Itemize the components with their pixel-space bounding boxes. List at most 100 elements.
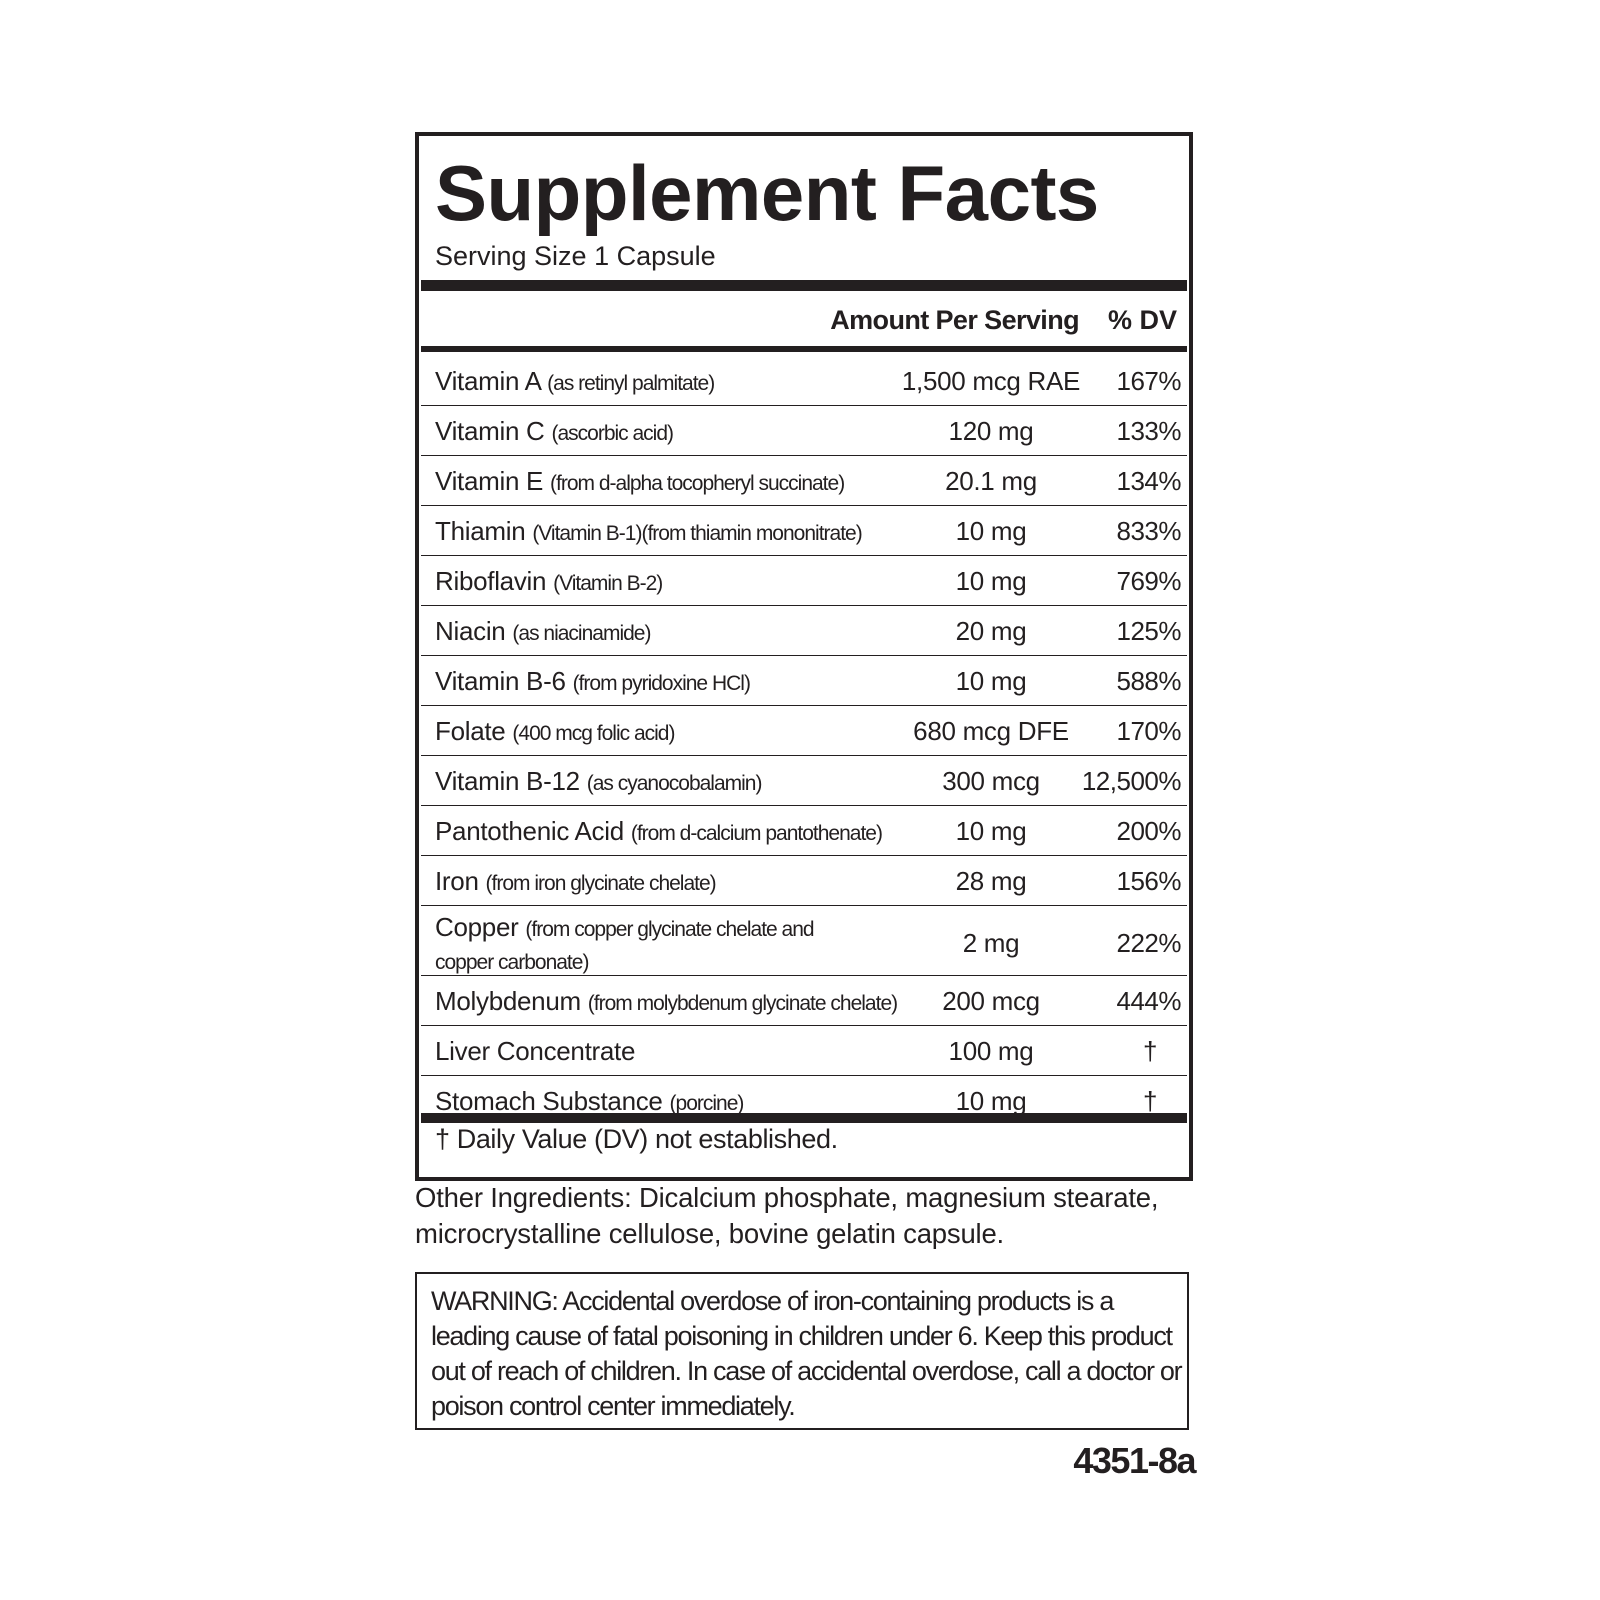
nutrient-label: Vitamin C — [435, 416, 545, 446]
nutrient-name: Vitamin A (as retinyl palmitate) — [435, 366, 715, 397]
nutrient-dv: † — [1143, 1036, 1157, 1066]
nutrient-source: (from pyridoxine HCl) — [572, 672, 751, 695]
nutrient-label: Iron — [435, 866, 479, 896]
nutrient-label: Vitamin A — [435, 366, 541, 396]
nutrient-source: (ascorbic acid) — [551, 422, 674, 445]
nutrient-name: Copper (from copper glycinate chelate an… — [435, 912, 865, 978]
nutrient-label: Vitamin B-6 — [435, 666, 566, 696]
nutrient-label: Vitamin E — [435, 466, 544, 496]
nutrient-source: (400 mcg folic acid) — [512, 722, 675, 745]
nutrient-dv: 200% — [1116, 816, 1182, 846]
nutrient-dv: 167% — [1116, 366, 1182, 396]
nutrient-row: Niacin (as niacinamide) 20 mg 125% — [421, 606, 1187, 656]
nutrient-source: (from copper glycinate chelate and coppe… — [435, 918, 815, 974]
nutrient-amount: 10 mg — [955, 566, 1027, 596]
nutrient-label: Vitamin B-12 — [435, 766, 580, 796]
nutrient-row: Thiamin (Vitamin B-1)(from thiamin monon… — [421, 506, 1187, 556]
nutrient-amount: 20 mg — [955, 616, 1027, 646]
nutrient-dv: 170% — [1116, 716, 1182, 746]
footnote: † Daily Value (DV) not established. — [435, 1124, 838, 1154]
warning-text: WARNING: Accidental overdose of iron-con… — [431, 1286, 1183, 1421]
nutrient-row: Iron (from iron glycinate chelate) 28 mg 1… — [421, 856, 1187, 906]
nutrient-name: Iron (from iron glycinate chelate) — [435, 866, 717, 897]
nutrient-dv: † — [1143, 1086, 1157, 1116]
other-ingredients: Other Ingredients: Dicalcium phosphate, … — [415, 1182, 1159, 1249]
nutrient-amount: 2 mg — [962, 928, 1020, 958]
nutrient-amount: 20.1 mg — [945, 466, 1037, 496]
nutrient-row: Stomach Substance (porcine) 10 mg † — [421, 1076, 1187, 1126]
nutrient-amount: 680 mcg DFE — [913, 716, 1069, 746]
thick-divider — [421, 280, 1187, 291]
nutrient-name: Vitamin C (ascorbic acid) — [435, 416, 674, 447]
nutrient-row: Folate (400 mcg folic acid) 680 mcg DFE 17… — [421, 706, 1187, 756]
nutrient-amount: 120 mg — [948, 416, 1034, 446]
serving-size: Serving Size 1 Capsule — [435, 241, 716, 271]
nutrient-row: Vitamin B-12 (as cyanocobalamin) 300 mcg 1… — [421, 756, 1187, 806]
nutrient-label: Copper — [435, 912, 519, 942]
nutrient-dv: 125% — [1116, 616, 1182, 646]
panel-title: Supplement Facts — [435, 149, 1099, 237]
product-code: 4351-8a — [1073, 1440, 1196, 1481]
nutrient-row: Vitamin E (from d-alpha tocopheryl succi… — [421, 456, 1187, 506]
nutrient-name: Folate (400 mcg folic acid) — [435, 716, 675, 747]
nutrient-source: (porcine) — [669, 1092, 745, 1115]
nutrient-name: Pantothenic Acid (from d-calcium pantoth… — [435, 816, 883, 847]
nutrient-source: (from iron glycinate chelate) — [485, 872, 717, 895]
nutrient-amount: 200 mcg — [942, 986, 1040, 1016]
nutrient-label: Liver Concentrate — [435, 1036, 636, 1066]
nutrient-dv: 134% — [1116, 466, 1182, 496]
nutrient-name: Niacin (as niacinamide) — [435, 616, 651, 647]
header-amount: Amount Per Serving — [830, 305, 1079, 335]
nutrient-row: Pantothenic Acid (from d-calcium pantoth… — [421, 806, 1187, 856]
nutrient-row: Copper (from copper glycinate chelate an… — [421, 906, 1187, 976]
nutrient-dv: 444% — [1116, 986, 1182, 1016]
nutrient-source: (as retinyl palmitate) — [547, 372, 715, 395]
nutrient-dv: 222% — [1116, 928, 1182, 958]
nutrient-name: Stomach Substance (porcine) — [435, 1086, 745, 1117]
nutrient-source: (from d-alpha tocopheryl succinate) — [550, 472, 845, 495]
nutrient-label: Riboflavin — [435, 566, 547, 596]
nutrient-amount: 1,500 mcg RAE — [901, 366, 1081, 396]
nutrient-amount: 10 mg — [955, 516, 1027, 546]
nutrient-label: Folate — [435, 716, 506, 746]
nutrient-amount: 300 mcg — [942, 766, 1040, 796]
nutrient-label: Molybdenum — [435, 986, 581, 1016]
supplement-facts-panel: Supplement Facts Serving Size 1 Capsule … — [415, 132, 1193, 1181]
nutrient-amount: 10 mg — [955, 1086, 1027, 1116]
nutrient-source: (as cyanocobalamin) — [586, 772, 763, 795]
nutrient-amount: 100 mg — [948, 1036, 1034, 1066]
nutrient-dv: 12,500% — [1081, 766, 1182, 796]
nutrient-dv: 833% — [1116, 516, 1182, 546]
nutrient-row: Liver Concentrate 100 mg † — [421, 1026, 1187, 1076]
nutrient-amount: 28 mg — [955, 866, 1027, 896]
warning-box: WARNING: Accidental overdose of iron-con… — [415, 1272, 1189, 1430]
nutrient-name: Thiamin (Vitamin B-1)(from thiamin monon… — [435, 516, 863, 547]
nutrient-label: Niacin — [435, 616, 506, 646]
nutrient-source: (Vitamin B-2) — [553, 572, 663, 595]
nutrient-dv: 156% — [1116, 866, 1182, 896]
nutrient-amount: 10 mg — [955, 816, 1027, 846]
nutrient-source: (from d-calcium pantothenate) — [630, 822, 883, 845]
nutrient-label: Thiamin — [435, 516, 526, 546]
nutrient-label: Stomach Substance — [435, 1086, 663, 1116]
nutrient-row: Riboflavin (Vitamin B-2) 10 mg 769% — [421, 556, 1187, 606]
nutrient-row: Molybdenum (from molybdenum glycinate ch… — [421, 976, 1187, 1026]
nutrient-source: (as niacinamide) — [512, 622, 651, 645]
nutrient-label: Pantothenic Acid — [435, 816, 624, 846]
nutrient-dv: 133% — [1116, 416, 1182, 446]
nutrient-name: Molybdenum (from molybdenum glycinate ch… — [435, 986, 898, 1017]
nutrient-name: Vitamin E (from d-alpha tocopheryl succi… — [435, 466, 845, 497]
medium-divider — [421, 346, 1187, 352]
nutrient-row: Vitamin C (ascorbic acid) 120 mg 133% — [421, 406, 1187, 456]
nutrient-source: (from molybdenum glycinate chelate) — [587, 992, 898, 1015]
thick-divider — [421, 1113, 1187, 1123]
nutrient-name: Riboflavin (Vitamin B-2) — [435, 566, 663, 597]
nutrient-rows: Vitamin A (as retinyl palmitate) 1,500 mc… — [421, 356, 1187, 1126]
nutrient-source: (Vitamin B-1)(from thiamin mononitrate) — [532, 522, 862, 545]
nutrient-amount: 10 mg — [955, 666, 1027, 696]
nutrient-name: Vitamin B-6 (from pyridoxine HCl) — [435, 666, 751, 697]
nutrient-dv: 769% — [1116, 566, 1182, 596]
nutrient-row: Vitamin A (as retinyl palmitate) 1,500 mc… — [421, 356, 1187, 406]
column-header: Amount Per Serving % DV — [419, 293, 1189, 348]
nutrient-name: Liver Concentrate — [435, 1036, 635, 1067]
